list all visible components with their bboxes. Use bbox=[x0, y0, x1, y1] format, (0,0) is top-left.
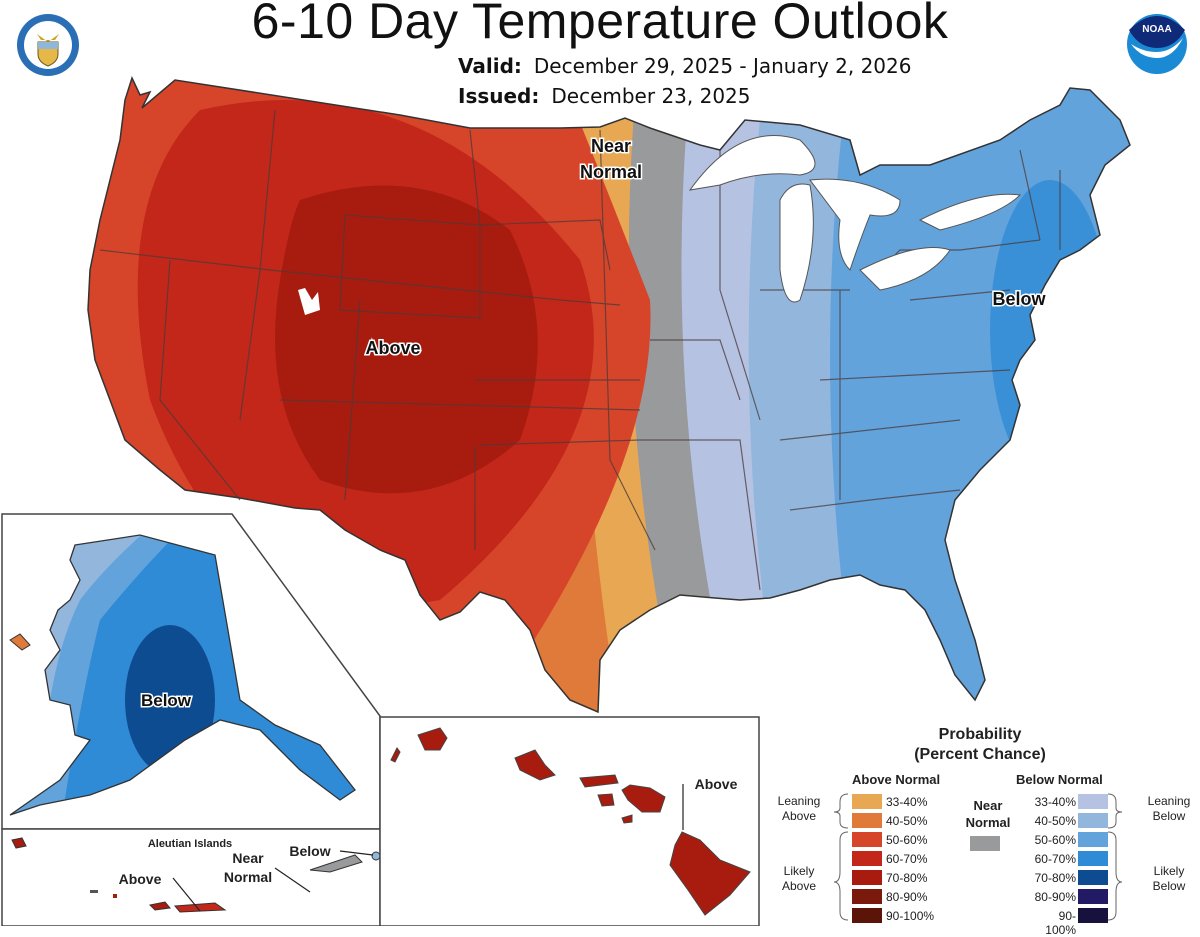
aleutian-islands bbox=[11, 837, 381, 913]
above-range: 70-80% bbox=[886, 871, 928, 885]
aleutian-title: Aleutian Islands bbox=[148, 838, 232, 850]
likely-below-label: Likely Below bbox=[1152, 864, 1186, 893]
label-above: Above bbox=[365, 338, 420, 358]
below-range: 60-70% bbox=[1034, 852, 1076, 866]
above-swatch bbox=[852, 832, 882, 847]
above-range: 33-40% bbox=[886, 795, 928, 809]
label-near-2: Normal bbox=[580, 162, 642, 182]
hawaiian-islands bbox=[390, 727, 751, 916]
above-range: 80-90% bbox=[886, 890, 928, 904]
below-swatch bbox=[1078, 851, 1108, 866]
above-range: 60-70% bbox=[886, 852, 928, 866]
great-salt-lake bbox=[298, 288, 320, 315]
legend-title-2: (Percent Chance) bbox=[914, 746, 1046, 763]
below-swatch bbox=[1078, 908, 1108, 923]
noaa-logo-icon: NOAA bbox=[1123, 8, 1191, 76]
legend: Probability (Percent Chance) Above Norma… bbox=[760, 722, 1200, 937]
below-range: 70-80% bbox=[1034, 871, 1076, 885]
above-swatch bbox=[852, 889, 882, 904]
above-swatch bbox=[852, 870, 882, 885]
hawaii-label: Above bbox=[695, 776, 738, 792]
issued-label: Issued: bbox=[458, 84, 540, 108]
alaska-outline bbox=[9, 534, 356, 816]
above-swatch bbox=[852, 813, 882, 828]
below-swatch bbox=[1078, 813, 1108, 828]
likely-above-label: Likely Above bbox=[781, 864, 817, 893]
alaska-label: Below bbox=[141, 691, 192, 710]
valid-value: December 29, 2025 - January 2, 2026 bbox=[533, 54, 912, 78]
below-range: 50-60% bbox=[1034, 833, 1076, 847]
below-swatch bbox=[1078, 832, 1108, 847]
above-range: 90-100% bbox=[886, 909, 935, 923]
below-normal-header: Below Normal bbox=[1016, 772, 1103, 787]
below-range: 40-50% bbox=[1034, 814, 1076, 828]
doc-seal-icon bbox=[15, 12, 81, 78]
conus-outline bbox=[87, 75, 1131, 714]
page-title: 6-10 Day Temperature Outlook bbox=[251, 0, 949, 49]
valid-dates: Valid: December 29, 2025 - January 2, 202… bbox=[458, 54, 911, 78]
below-swatch bbox=[1078, 870, 1108, 885]
above-swatch bbox=[852, 851, 882, 866]
aleutian-near-1: Near bbox=[232, 850, 264, 866]
legend-braces bbox=[833, 793, 1123, 921]
above-swatch bbox=[852, 794, 882, 809]
below-range: 80-90% bbox=[1034, 890, 1076, 904]
leaning-above-label: Leaning Above bbox=[777, 794, 821, 823]
leaning-below-label: Leaning Below bbox=[1147, 794, 1191, 823]
st-lawrence-island bbox=[9, 633, 31, 651]
svg-text:NOAA: NOAA bbox=[1142, 24, 1171, 35]
below-range: 33-40% bbox=[1034, 795, 1076, 809]
label-below: Below bbox=[992, 289, 1046, 309]
below-swatch bbox=[1078, 794, 1108, 809]
above-range: 40-50% bbox=[886, 814, 928, 828]
aleutian-near-2: Normal bbox=[224, 869, 272, 885]
above-normal-header: Above Normal bbox=[852, 772, 941, 787]
state-borders bbox=[99, 109, 1061, 591]
valid-label: Valid: bbox=[458, 54, 522, 78]
aleutian-below: Below bbox=[289, 843, 330, 859]
issued-value: December 23, 2025 bbox=[551, 84, 751, 108]
near-normal-1: Near bbox=[973, 798, 1003, 813]
near-normal-2: Normal bbox=[965, 815, 1011, 830]
issued-date: Issued: December 23, 2025 bbox=[458, 84, 751, 108]
above-range: 50-60% bbox=[886, 833, 928, 847]
near-normal-swatch bbox=[970, 836, 1000, 851]
above-swatch bbox=[852, 908, 882, 923]
aleutian-above: Above bbox=[119, 871, 162, 887]
great-lakes bbox=[688, 135, 1022, 303]
legend-title-1: Probability bbox=[938, 726, 1022, 743]
below-swatch bbox=[1078, 889, 1108, 904]
label-near-1: Near bbox=[591, 136, 631, 156]
